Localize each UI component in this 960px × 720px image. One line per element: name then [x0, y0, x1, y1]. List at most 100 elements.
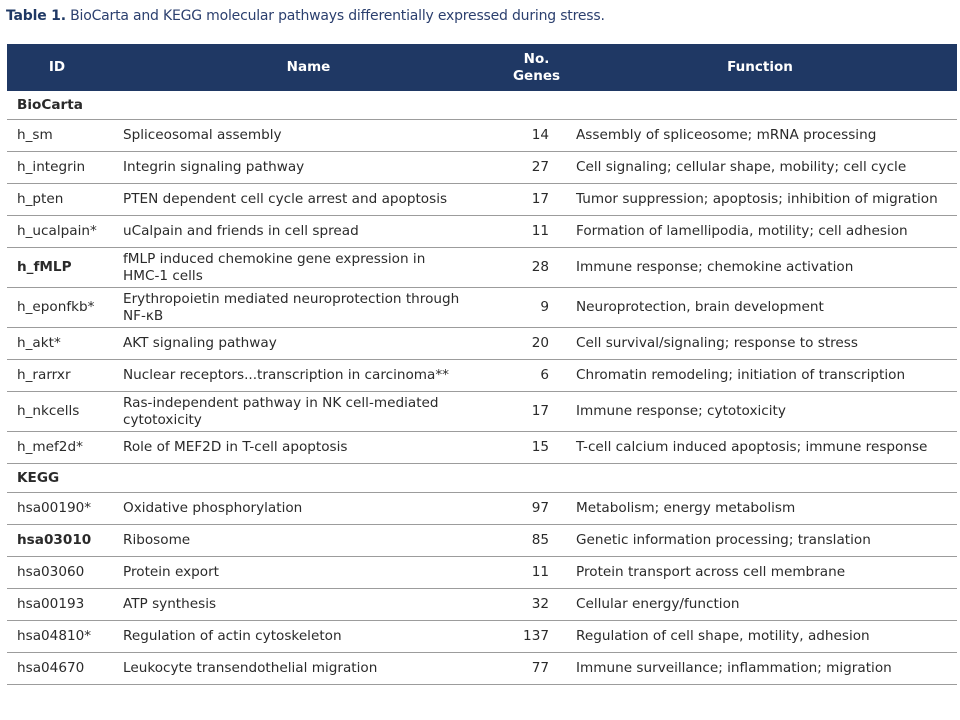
cell-id: hsa03010 — [7, 524, 107, 557]
cell-name-line: Ras-independent pathway in NK cell-media… — [123, 394, 439, 411]
cell-name: Integrin signaling pathway — [107, 151, 510, 184]
cell-function: Tumor suppression; apoptosis; inhibition… — [563, 183, 957, 216]
cell-function: Immune response; chemokine activation — [563, 247, 957, 288]
cell-name-line: uCalpain and friends in cell spread — [123, 223, 359, 239]
cell-name: Regulation of actin cytoskeleton — [107, 620, 510, 653]
cell-id: h_rarrxr — [7, 359, 107, 392]
section-title: KEGG — [7, 463, 957, 493]
cell-name-line: Role of MEF2D in T-cell apoptosis — [123, 439, 348, 455]
cell-genes: 11 — [510, 215, 563, 248]
pathways-table: ID Name No. Genes Function BioCarta h_sm S… — [7, 44, 957, 685]
cell-name-line: HMC-1 cells — [123, 267, 203, 284]
cell-name-line: PTEN dependent cell cycle arrest and apo… — [123, 191, 448, 207]
cell-genes: 97 — [510, 492, 563, 525]
section-title: BioCarta — [7, 91, 957, 120]
cell-id: hsa00193 — [7, 588, 107, 621]
table-row: h_eponfkb* Erythropoietin mediated neurop… — [7, 287, 957, 328]
cell-genes: 17 — [510, 391, 563, 432]
cell-name-line: fMLP induced chemokine gene expression i… — [123, 250, 426, 267]
cell-id: h_fMLP — [7, 247, 107, 288]
header-name: Name — [107, 44, 510, 91]
header-id: ID — [7, 44, 107, 91]
header-genes-line1: No. — [523, 50, 550, 67]
cell-name: Leukocyte transendothelial migration — [107, 652, 510, 685]
caption-label: Table 1. — [6, 8, 66, 24]
cell-name: ATP synthesis — [107, 588, 510, 621]
cell-name-line: Oxidative phosphorylation — [123, 500, 303, 516]
cell-function: Cell survival/signaling; response to str… — [563, 327, 957, 360]
cell-genes: 9 — [510, 287, 563, 328]
cell-genes: 77 — [510, 652, 563, 685]
table-body: BioCarta h_sm Spliceosomal assembly 14 Assem… — [7, 91, 957, 685]
cell-function: Cell signaling; cellular shape, mobility… — [563, 151, 957, 184]
cell-genes: 15 — [510, 431, 563, 464]
section-row: BioCarta — [7, 91, 957, 120]
header-genes: No. Genes — [510, 44, 563, 91]
cell-function: Protein transport across cell membrane — [563, 556, 957, 589]
table-row: hsa04670 Leukocyte transendothelial migra… — [7, 652, 957, 685]
cell-id: h_akt* — [7, 327, 107, 360]
cell-name: Spliceosomal assembly — [107, 119, 510, 152]
cell-id: hsa03060 — [7, 556, 107, 589]
table-row: h_fMLP fMLP induced chemokine gene expres… — [7, 247, 957, 288]
table-caption: Table 1. BioCarta and KEGG molecular pat… — [6, 8, 605, 24]
cell-name: uCalpain and friends in cell spread — [107, 215, 510, 248]
cell-genes: 137 — [510, 620, 563, 653]
cell-id: hsa04670 — [7, 652, 107, 685]
cell-genes: 17 — [510, 183, 563, 216]
cell-genes: 27 — [510, 151, 563, 184]
table-row: hsa03060 Protein export 11 Protein transpor… — [7, 556, 957, 589]
cell-function: Genetic information processing; translat… — [563, 524, 957, 557]
cell-function: Chromatin remodeling; initiation of tran… — [563, 359, 957, 392]
cell-genes: 11 — [510, 556, 563, 589]
cell-genes: 20 — [510, 327, 563, 360]
cell-name-line: Spliceosomal assembly — [123, 127, 282, 143]
cell-name-line: Ribosome — [123, 532, 191, 548]
table-row: hsa03010 Ribosome 85 Genetic information pr… — [7, 524, 957, 557]
cell-id: h_pten — [7, 183, 107, 216]
table-row: h_integrin Integrin signaling pathway 27 Ce… — [7, 151, 957, 184]
cell-genes: 32 — [510, 588, 563, 621]
header-function: Function — [563, 44, 957, 91]
cell-name: AKT signaling pathway — [107, 327, 510, 360]
cell-name-line: Erythropoietin mediated neuroprotection … — [123, 290, 460, 307]
table-row: h_akt* AKT signaling pathway 20 Cell surviv… — [7, 327, 957, 360]
cell-function: Neuroprotection, brain development — [563, 287, 957, 328]
cell-name-line: Nuclear receptors...transcription in car… — [123, 367, 449, 383]
cell-id: h_nkcells — [7, 391, 107, 432]
cell-function: Regulation of cell shape, motility, adhe… — [563, 620, 957, 653]
table-row: h_rarrxr Nuclear receptors...transcriptio… — [7, 359, 957, 392]
cell-id: hsa04810* — [7, 620, 107, 653]
cell-name-line: ATP synthesis — [123, 596, 217, 612]
cell-name-line: Integrin signaling pathway — [123, 159, 305, 175]
cell-function: Formation of lamellipodia, motility; cel… — [563, 215, 957, 248]
cell-genes: 85 — [510, 524, 563, 557]
cell-genes: 6 — [510, 359, 563, 392]
cell-name-line: Leukocyte transendothelial migration — [123, 660, 378, 676]
table-row: h_pten PTEN dependent cell cycle arrest a… — [7, 183, 957, 216]
cell-id: h_eponfkb* — [7, 287, 107, 328]
cell-function: Cellular energy/function — [563, 588, 957, 621]
cell-name: Protein export — [107, 556, 510, 589]
cell-name-line: Regulation of actin cytoskeleton — [123, 628, 342, 644]
cell-id: h_sm — [7, 119, 107, 152]
cell-name: Ribosome — [107, 524, 510, 557]
cell-id: hsa00190* — [7, 492, 107, 525]
table-header-row: ID Name No. Genes Function — [7, 44, 957, 91]
cell-name: fMLP induced chemokine gene expression i… — [107, 247, 510, 288]
cell-id: h_integrin — [7, 151, 107, 184]
section-row: KEGG — [7, 463, 957, 493]
caption-text: BioCarta and KEGG molecular pathways dif… — [70, 8, 605, 24]
cell-genes: 28 — [510, 247, 563, 288]
cell-id: h_mef2d* — [7, 431, 107, 464]
cell-function: T-cell calcium induced apoptosis; immune… — [563, 431, 957, 464]
cell-name-line: NF-κB — [123, 307, 164, 324]
header-genes-line2: Genes — [512, 67, 561, 84]
table-row: h_sm Spliceosomal assembly 14 Assembly of s… — [7, 119, 957, 152]
table-row: hsa04810* Regulation of actin cytoskeleto… — [7, 620, 957, 653]
table-row: h_nkcells Ras-independent pathway in NK c… — [7, 391, 957, 432]
cell-function: Immune surveillance; inflammation; migra… — [563, 652, 957, 685]
cell-name: Role of MEF2D in T-cell apoptosis — [107, 431, 510, 464]
cell-function: Assembly of spliceosome; mRNA processing — [563, 119, 957, 152]
cell-name: PTEN dependent cell cycle arrest and apo… — [107, 183, 510, 216]
